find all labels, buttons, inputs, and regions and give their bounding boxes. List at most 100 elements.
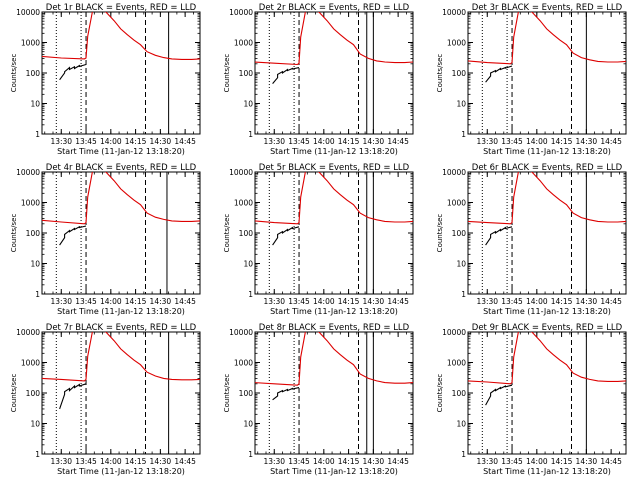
x-tick-label: 14:15 <box>338 297 360 306</box>
plot-area <box>255 332 413 401</box>
plot-area <box>468 332 626 406</box>
y-tick-label: 100 <box>239 229 254 238</box>
y-tick-label: 1000 <box>447 39 466 48</box>
x-tick-label: 14:00 <box>313 297 335 306</box>
x-tick-label: 14:15 <box>551 137 573 146</box>
x-tick-label: 14:30 <box>363 457 385 466</box>
x-tick-label: 13:45 <box>288 137 310 146</box>
chart-title: Det 5r BLACK = Events, RED = LLD <box>259 163 410 173</box>
panel-det-3: Det 3r BLACK = Events, RED = LLD 1 10 100 10… <box>436 3 627 156</box>
x-tick-label: 14:45 <box>600 457 622 466</box>
y-tick-label: 1 <box>248 450 253 459</box>
panel-det-4: Det 4r BLACK = Events, RED = LLD 1 10 100 10… <box>10 163 201 316</box>
series-line-events <box>485 65 513 83</box>
y-tick-label: 10000 <box>16 328 40 337</box>
x-tick-label: 13:30 <box>263 297 285 306</box>
x-tick-label: 14:45 <box>600 297 622 306</box>
series-line-events <box>59 225 87 246</box>
x-tick-label: 14:30 <box>150 457 172 466</box>
y-axis-label: Counts/sec <box>10 374 18 413</box>
x-axis-label: Start Time (11-Jan-12 13:18:20) <box>57 307 185 316</box>
x-tick-label: 14:15 <box>338 137 360 146</box>
y-tick-label: 100 <box>452 389 467 398</box>
y-tick-label: 1 <box>248 290 253 299</box>
x-tick-label: 14:45 <box>174 297 196 306</box>
y-tick-label: 100 <box>26 229 41 238</box>
y-tick-label: 1000 <box>21 199 40 208</box>
x-tick-label: 14:45 <box>387 457 409 466</box>
y-axis-label: Counts/sec <box>436 374 444 413</box>
y-tick-label: 100 <box>452 229 467 238</box>
x-tick-label: 14:30 <box>150 297 172 306</box>
y-tick-label: 1 <box>35 290 40 299</box>
series-line-lld <box>42 332 200 382</box>
x-tick-label: 14:45 <box>174 137 196 146</box>
y-tick-label: 10000 <box>229 168 253 177</box>
y-tick-label: 10 <box>30 100 40 109</box>
panel-det-5: Det 5r BLACK = Events, RED = LLD 1 10 100 10… <box>223 163 414 316</box>
x-tick-label: 13:45 <box>288 457 310 466</box>
y-tick-label: 1000 <box>447 199 466 208</box>
plot-area <box>255 12 413 84</box>
y-axis-label: Counts/sec <box>223 214 231 253</box>
y-tick-label: 100 <box>26 389 41 398</box>
x-tick-label: 14:00 <box>100 297 122 306</box>
y-axis-label: Counts/sec <box>223 374 231 413</box>
y-axis-label: Counts/sec <box>10 214 18 253</box>
x-tick-label: 14:45 <box>387 297 409 306</box>
x-tick-label: 14:30 <box>363 137 385 146</box>
x-tick-label: 13:45 <box>501 457 523 466</box>
plot-frame <box>467 331 627 455</box>
x-tick-label: 13:45 <box>75 137 97 146</box>
x-tick-label: 14:15 <box>125 297 147 306</box>
x-tick-label: 14:00 <box>100 137 122 146</box>
x-axis-label: Start Time (11-Jan-12 13:18:20) <box>483 147 611 156</box>
plot-frame <box>41 11 201 135</box>
series-line-lld <box>255 12 413 66</box>
chart-title: Det 9r BLACK = Events, RED = LLD <box>472 323 623 333</box>
y-tick-label: 1000 <box>447 359 466 368</box>
y-tick-label: 1 <box>35 450 40 459</box>
plot-area <box>468 12 626 83</box>
y-tick-label: 10000 <box>229 8 253 17</box>
x-tick-label: 14:30 <box>576 297 598 306</box>
x-axis-label: Start Time (11-Jan-12 13:18:20) <box>483 467 611 476</box>
y-axis-label: Counts/sec <box>223 54 231 93</box>
y-tick-label: 10 <box>30 260 40 269</box>
y-tick-label: 10 <box>243 420 253 429</box>
chart-title: Det 6r BLACK = Events, RED = LLD <box>472 163 623 173</box>
x-tick-label: 13:30 <box>50 457 72 466</box>
panel-det-9: Det 9r BLACK = Events, RED = LLD 1 10 100 10… <box>436 323 627 476</box>
y-tick-label: 1000 <box>21 359 40 368</box>
series-line-lld <box>468 332 626 385</box>
x-tick-label: 14:30 <box>576 137 598 146</box>
x-tick-label: 13:30 <box>263 137 285 146</box>
x-tick-label: 13:30 <box>476 457 498 466</box>
x-tick-label: 14:15 <box>338 457 360 466</box>
x-tick-label: 13:45 <box>288 297 310 306</box>
x-axis-label: Start Time (11-Jan-12 13:18:20) <box>270 307 398 316</box>
chart-title: Det 1r BLACK = Events, RED = LLD <box>46 3 197 13</box>
plot-area <box>255 172 413 246</box>
x-tick-label: 14:00 <box>526 457 548 466</box>
y-tick-label: 10 <box>30 420 40 429</box>
series-line-events <box>272 226 300 246</box>
y-tick-label: 10000 <box>16 8 40 17</box>
x-tick-label: 14:00 <box>526 297 548 306</box>
panel-det-8: Det 8r BLACK = Events, RED = LLD 1 10 100 10… <box>223 323 414 476</box>
y-tick-label: 1000 <box>21 39 40 48</box>
y-tick-label: 1 <box>248 130 253 139</box>
y-tick-label: 10 <box>456 420 466 429</box>
y-tick-label: 10000 <box>229 328 253 337</box>
x-tick-label: 14:45 <box>600 137 622 146</box>
panel-det-1: Det 1r BLACK = Events, RED = LLD 1 10 100 10… <box>10 3 201 156</box>
x-axis-label: Start Time (11-Jan-12 13:18:20) <box>483 307 611 316</box>
x-tick-label: 14:00 <box>313 457 335 466</box>
x-tick-label: 14:30 <box>576 457 598 466</box>
x-tick-label: 13:30 <box>50 137 72 146</box>
x-tick-label: 13:45 <box>501 297 523 306</box>
panel-det-7: Det 7r BLACK = Events, RED = LLD 1 10 100 10… <box>10 323 201 476</box>
x-tick-label: 14:30 <box>363 297 385 306</box>
y-tick-label: 1 <box>461 290 466 299</box>
y-tick-label: 10000 <box>442 8 466 17</box>
